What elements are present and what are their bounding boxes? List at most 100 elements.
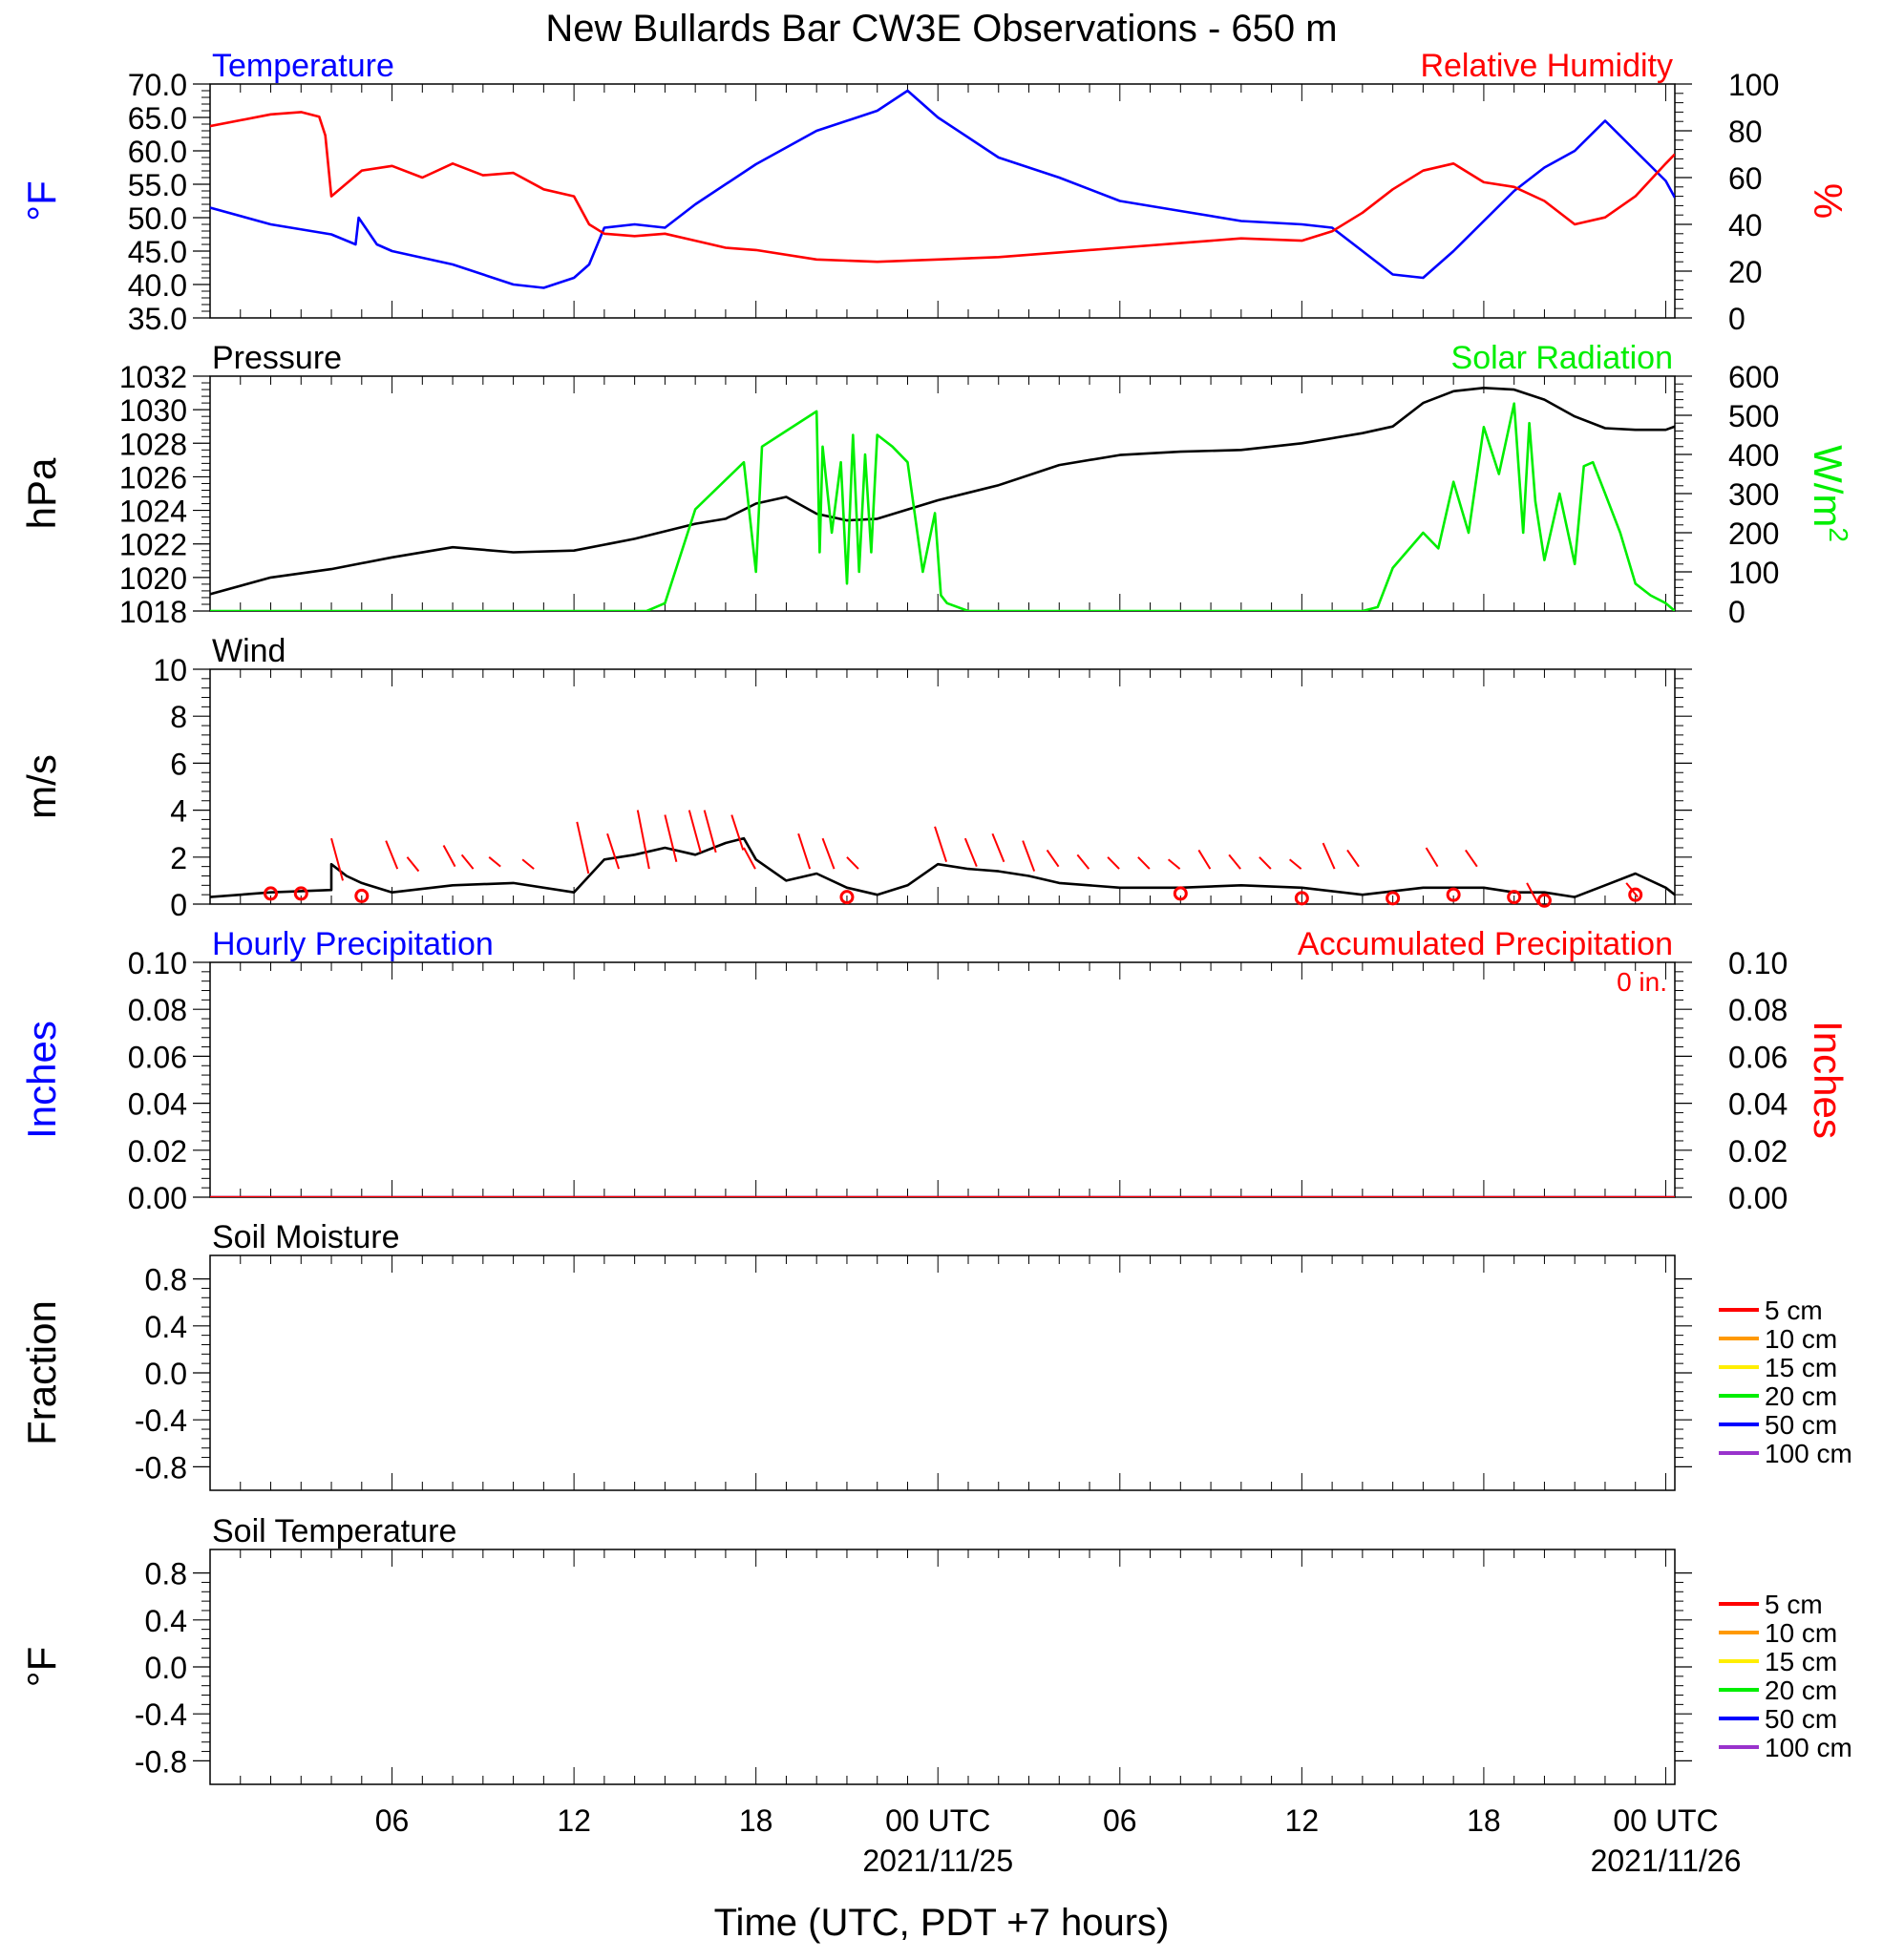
y-right-tick-label: 0 — [1728, 595, 1745, 629]
wind-barb — [743, 847, 756, 870]
y-right-tick-label: 400 — [1728, 438, 1779, 473]
y-tick-label: 60.0 — [128, 135, 187, 169]
y-right-tick-label: 0.06 — [1728, 1040, 1788, 1074]
y-tick-label: 55.0 — [128, 168, 187, 202]
legend-label: 100 cm — [1765, 1733, 1852, 1762]
wind-barb — [1197, 849, 1212, 870]
wind-barb — [1289, 858, 1302, 870]
wind-calm-circle — [1536, 893, 1552, 908]
y-tick-label: 0.4 — [145, 1310, 187, 1344]
y-tick-label: 1026 — [119, 460, 187, 495]
wind-barb — [330, 837, 345, 881]
wind-barb — [521, 858, 535, 870]
y-tick-label: 0.02 — [128, 1134, 187, 1169]
y-tick-label: 35.0 — [128, 302, 187, 336]
legend-label: 50 cm — [1765, 1410, 1837, 1440]
wind-barb — [576, 821, 590, 875]
panel-frame — [209, 375, 1676, 612]
y-right-tick-label: 0.04 — [1728, 1087, 1788, 1122]
wind-calm-circle — [839, 890, 855, 905]
panel-title-left: Wind — [212, 633, 286, 669]
panel-title-left: Soil Temperature — [212, 1513, 456, 1549]
wind-barb — [664, 814, 678, 862]
panels: 35.040.045.050.055.060.065.070.002040608… — [19, 48, 1853, 1878]
y-axis-label-left: m/s — [19, 754, 64, 819]
y-right-tick-label: 200 — [1728, 516, 1779, 551]
panel-precipitation: 0.00 0.02 0.04 0.06 0.08 0.10 0.00 0.02 0.04 0.06… — [19, 926, 1851, 1215]
y-axis-label-right: W/m2 — [1806, 445, 1853, 542]
y-right-tick-label: 40 — [1728, 208, 1763, 242]
panel-frame — [209, 83, 1676, 319]
y-tick-label: -0.4 — [135, 1697, 187, 1732]
legend-label: 10 cm — [1765, 1324, 1837, 1354]
y-axis-label-right: % — [1806, 183, 1851, 219]
legend-label: 15 cm — [1765, 1647, 1837, 1676]
panel-frame — [209, 668, 1676, 905]
wind-barb — [1076, 854, 1090, 870]
wind-barb — [1346, 849, 1360, 868]
wind-barb — [442, 845, 456, 868]
y-tick-label: 6 — [170, 747, 187, 781]
y-tick-label: -0.8 — [135, 1450, 187, 1485]
x-tick-date-label: 2021/11/26 — [1591, 1844, 1742, 1878]
y-tick-label: 70.0 — [128, 68, 187, 102]
figure-title: New Bullards Bar CW3E Observations - 650… — [545, 8, 1337, 50]
y-axis-label-superscript: 2 — [1824, 527, 1853, 542]
y-tick-label: 0.00 — [128, 1181, 187, 1215]
wind-barb — [821, 837, 836, 870]
legend-label: 5 cm — [1765, 1590, 1823, 1619]
y-tick-label: 50.0 — [128, 201, 187, 236]
y-axis-label-right: Inches — [1806, 1021, 1851, 1139]
wind-calm-circle — [354, 888, 370, 903]
wind-barb — [797, 832, 812, 870]
legend-label: 20 cm — [1765, 1381, 1837, 1411]
panel-wind: 0 2 4 6 8 10 Wind m/s — [19, 633, 1692, 922]
wind-barb — [703, 810, 717, 854]
y-right-tick-label: 600 — [1728, 360, 1779, 394]
wind-calm-circle — [293, 886, 308, 901]
y-tick-label: 45.0 — [128, 235, 187, 269]
y-tick-label: 1030 — [119, 393, 187, 428]
wind-calm-circle — [1628, 887, 1643, 902]
legend-label: 5 cm — [1765, 1296, 1823, 1325]
y-tick-label: 0.04 — [128, 1087, 187, 1122]
series-wind — [210, 836, 1675, 898]
y-right-tick-label: 0.02 — [1728, 1134, 1788, 1169]
y-tick-label: -0.4 — [135, 1403, 187, 1438]
y-tick-label: 1022 — [119, 528, 187, 562]
wind-barb — [1137, 856, 1151, 870]
y-tick-label: 1020 — [119, 561, 187, 596]
panel-title-left: Hourly Precipitation — [212, 926, 494, 962]
wind-barb — [1526, 882, 1539, 905]
wind-barb — [406, 856, 420, 873]
panel-title-right: Solar Radiation — [1451, 340, 1673, 376]
wind-calm-circle — [1294, 891, 1309, 906]
panel-frame — [209, 1549, 1676, 1785]
wind-barb — [963, 837, 978, 868]
panel-frame — [209, 961, 1676, 1198]
wind-barb — [991, 832, 1005, 863]
y-tick-label: 0 — [170, 888, 187, 922]
y-right-tick-label: 0 — [1728, 302, 1745, 336]
wind-barb — [636, 810, 650, 870]
y-tick-label: 1024 — [119, 495, 187, 529]
y-tick-label: 8 — [170, 700, 187, 734]
wind-barb — [1107, 856, 1120, 870]
series-temperature — [210, 89, 1675, 289]
x-tick-label: 18 — [1467, 1803, 1501, 1838]
y-right-tick-label: 80 — [1728, 115, 1763, 149]
panel-temperature-humidity: 35.040.045.050.055.060.065.070.0 0 20 40 60 8… — [19, 48, 1851, 336]
series-relative-humidity — [210, 111, 1675, 263]
y-right-tick-label: 0.08 — [1728, 993, 1788, 1027]
y-right-tick-label: 0.00 — [1728, 1181, 1788, 1215]
y-tick-label: 65.0 — [128, 101, 187, 136]
y-tick-label: 0.06 — [128, 1040, 187, 1074]
x-tick-date-label: 2021/11/25 — [862, 1844, 1013, 1878]
wind-calm-circle — [1173, 886, 1188, 901]
legend-label: 10 cm — [1765, 1618, 1837, 1648]
legend-label: 50 cm — [1765, 1704, 1837, 1734]
y-tick-label: 0.8 — [145, 1557, 187, 1591]
y-right-tick-label: 100 — [1728, 556, 1779, 590]
y-tick-label: 40.0 — [128, 268, 187, 303]
y-axis-label-left: Fraction — [19, 1300, 64, 1445]
